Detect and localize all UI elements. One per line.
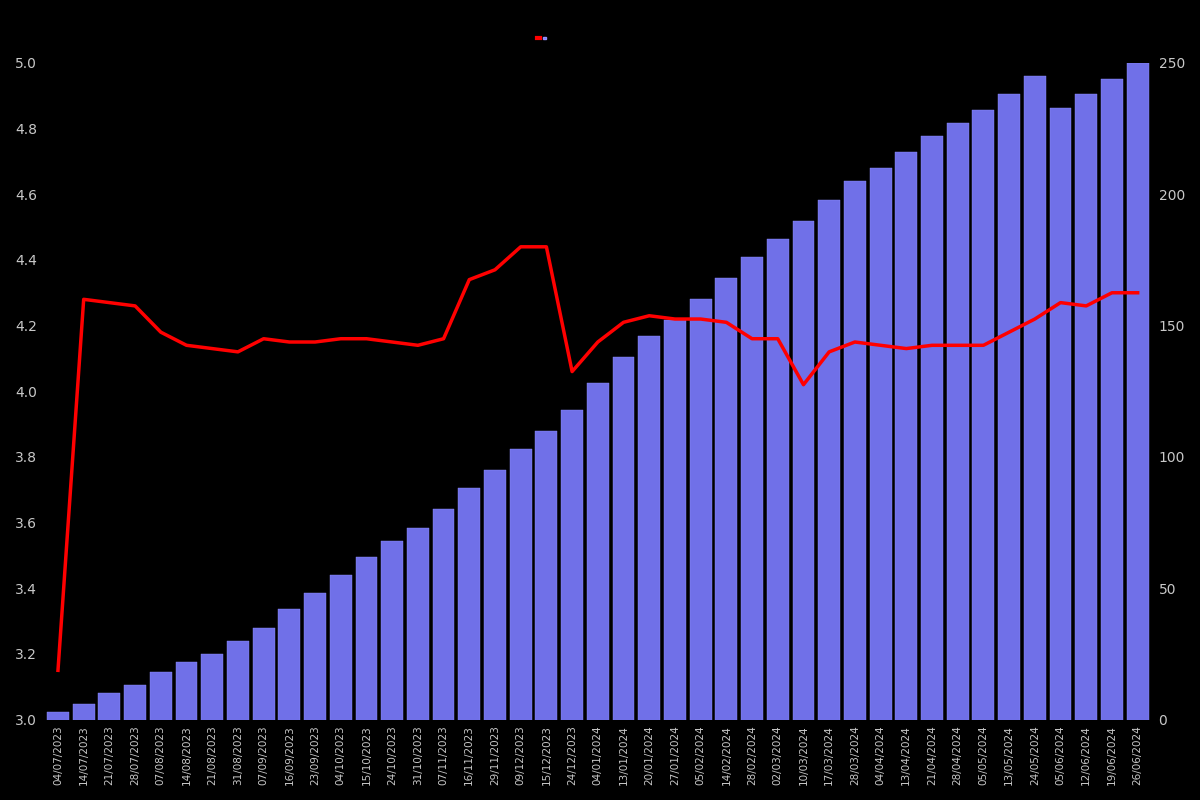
Bar [895, 152, 917, 800]
Bar [47, 712, 68, 800]
Bar [1050, 107, 1072, 800]
Bar [844, 181, 866, 800]
Bar [227, 641, 248, 800]
Bar [562, 410, 583, 800]
Bar [304, 594, 326, 800]
Bar [742, 258, 763, 800]
Bar [382, 541, 403, 800]
Bar [612, 357, 635, 800]
Bar [535, 430, 557, 800]
Bar [638, 336, 660, 800]
Bar [767, 239, 788, 800]
Bar [587, 383, 608, 800]
Bar [202, 654, 223, 800]
Bar [947, 123, 968, 800]
Bar [150, 672, 172, 800]
Bar [175, 662, 198, 800]
Bar [972, 110, 995, 800]
Bar [1024, 76, 1045, 800]
Bar [433, 510, 455, 800]
Legend: , : , [538, 38, 547, 39]
Bar [1102, 78, 1123, 800]
Bar [330, 575, 352, 800]
Bar [355, 557, 377, 800]
Bar [124, 686, 146, 800]
Bar [1127, 63, 1148, 800]
Bar [458, 489, 480, 800]
Bar [407, 528, 428, 800]
Bar [484, 470, 506, 800]
Bar [792, 221, 815, 800]
Bar [690, 299, 712, 800]
Bar [278, 610, 300, 800]
Bar [98, 694, 120, 800]
Bar [818, 199, 840, 800]
Bar [922, 137, 943, 800]
Bar [1075, 94, 1097, 800]
Bar [715, 278, 737, 800]
Bar [664, 320, 686, 800]
Bar [998, 94, 1020, 800]
Bar [870, 168, 892, 800]
Bar [253, 628, 275, 800]
Bar [73, 704, 95, 800]
Bar [510, 449, 532, 800]
